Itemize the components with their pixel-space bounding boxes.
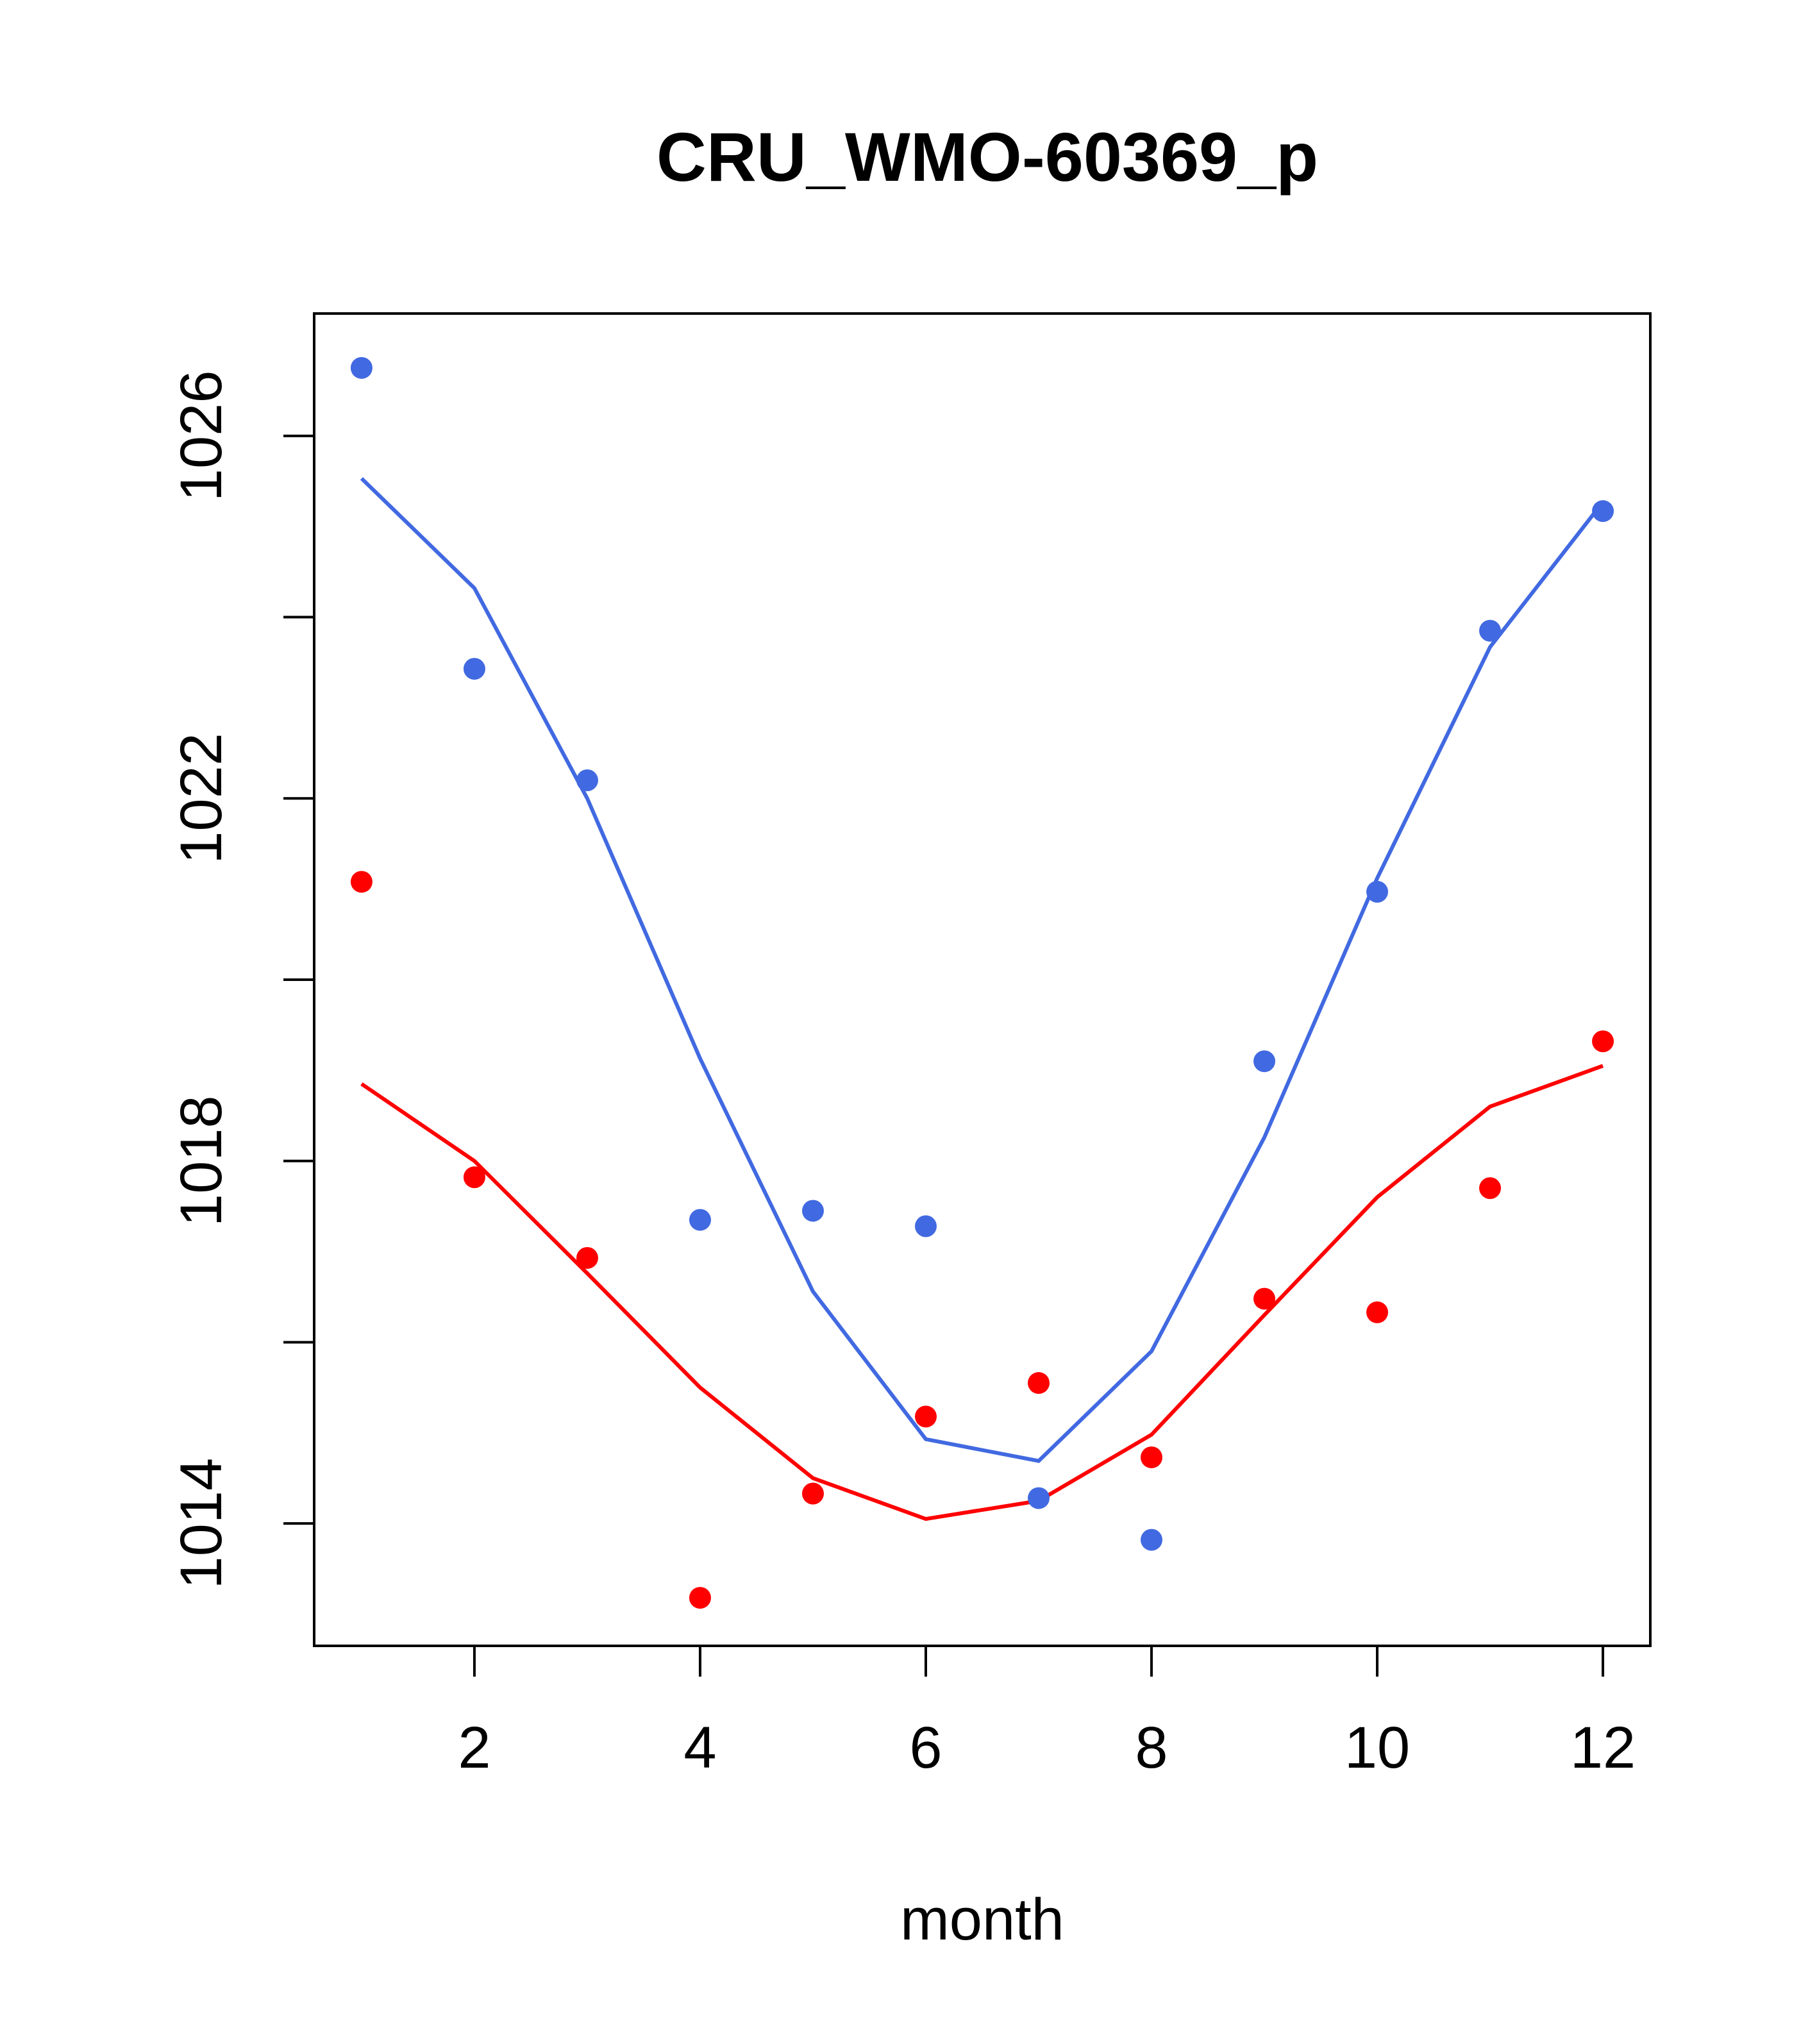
red-point xyxy=(689,1587,711,1609)
blue-point xyxy=(1592,500,1614,523)
red-point xyxy=(1253,1287,1276,1310)
blue-point xyxy=(1141,1529,1163,1551)
y-tick-label: 1026 xyxy=(169,371,234,502)
blue-point xyxy=(1253,1050,1276,1073)
red-point xyxy=(914,1405,937,1428)
blue-point xyxy=(463,658,485,680)
plot-frame xyxy=(313,312,1652,1647)
y-axis: 1014 1018 1022 1026 xyxy=(169,371,314,1589)
blue-point xyxy=(350,356,373,379)
blue-point xyxy=(689,1209,711,1231)
red-point xyxy=(1479,1177,1502,1200)
series-layer xyxy=(350,356,1614,1609)
x-axis-title: month xyxy=(900,1887,1064,1952)
x-axis: 2 4 6 8 10 12 xyxy=(458,1646,1636,1780)
red-point xyxy=(1141,1446,1163,1468)
chart-title: CRU_WMO-60369_p xyxy=(657,118,1318,196)
blue-point xyxy=(1479,619,1502,642)
x-tick-label: 8 xyxy=(1135,1715,1168,1780)
blue-point xyxy=(914,1215,937,1237)
y-tick-label: 1022 xyxy=(169,733,234,864)
x-tick-label: 2 xyxy=(458,1715,490,1780)
blue-point xyxy=(801,1200,824,1222)
red-point xyxy=(463,1166,485,1189)
red-line xyxy=(360,1064,1604,1521)
y-tick-label: 1018 xyxy=(169,1095,234,1227)
x-tick-label: 4 xyxy=(683,1715,716,1780)
x-tick-label: 12 xyxy=(1570,1715,1636,1780)
red-point xyxy=(1592,1030,1614,1053)
red-point xyxy=(350,871,373,893)
blue-point xyxy=(576,769,598,792)
blue-line xyxy=(360,477,1605,1463)
x-tick-label: 6 xyxy=(909,1715,942,1780)
red-point xyxy=(1028,1372,1050,1395)
red-point xyxy=(801,1482,824,1505)
blue-point xyxy=(1366,880,1389,903)
red-point xyxy=(1366,1301,1389,1323)
y-tick-label: 1014 xyxy=(169,1458,234,1589)
blue-point xyxy=(1028,1487,1050,1509)
x-tick-label: 10 xyxy=(1344,1715,1410,1780)
red-point xyxy=(576,1246,598,1269)
